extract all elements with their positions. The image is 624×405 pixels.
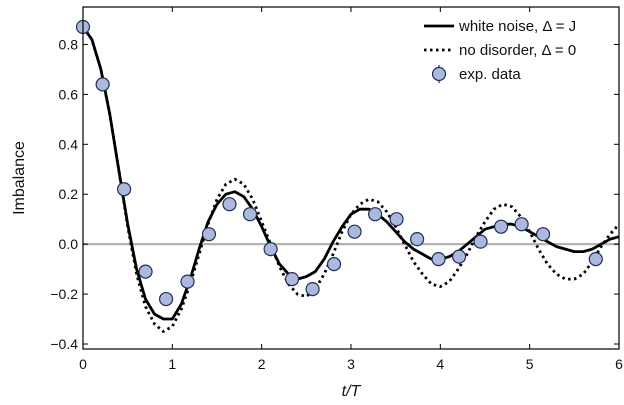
data-point [326,257,342,272]
data-point [284,272,300,287]
legend-swatch-marker [431,66,447,82]
data-point [201,227,217,242]
series-layer [83,26,619,333]
series-line-no-disorder [83,26,619,333]
legend-label: white noise, Δ = J [458,18,576,35]
data-point [116,182,132,197]
data-point [535,227,551,242]
data-point [493,219,509,234]
y-axis-label: Imbalance [11,141,28,215]
y-tick-label: 0.8 [59,36,79,52]
x-tick-label: 5 [526,356,534,372]
x-tick-label: 4 [436,356,444,372]
x-tick-label: 6 [615,356,623,372]
x-tick-label: 1 [168,356,176,372]
data-point [138,264,153,279]
data-point [180,274,195,289]
tick-layer: 0 1 2 3 4 5 6 −0.4 −0.2 0.0 0.2 0.4 0.6 0.8 [50,7,623,372]
y-tick-label: −0.4 [50,336,78,352]
y-tick-label: 0.0 [59,236,79,252]
legend-label: no disorder, Δ = 0 [459,42,576,59]
data-point [514,217,529,232]
data-point [347,224,362,239]
x-tick-label: 2 [258,356,266,372]
x-tick-label: 0 [79,356,87,372]
data-point [242,207,258,222]
data-point [410,232,425,247]
data-point [588,252,603,267]
data-point [451,249,467,264]
data-point [158,291,174,307]
data-point [263,242,278,257]
data-point [473,234,488,249]
y-tick-label: −0.2 [50,286,78,302]
series-line-white-noise [83,26,619,321]
marker-layer [75,19,603,307]
data-point [222,197,237,212]
data-point [305,281,320,297]
y-tick-label: 0.6 [59,86,79,102]
legend-label: exp. data [459,66,521,83]
data-point [368,207,383,222]
legend: white noise, Δ = J no disorder, Δ = 0 exp.… [424,18,576,83]
y-tick-label: 0.2 [59,186,79,202]
x-tick-label: 3 [347,356,355,372]
data-point [95,77,110,92]
x-axis-label: t/T [342,383,362,400]
data-point [431,252,446,267]
y-tick-label: 0.4 [59,136,79,152]
data-point [389,212,404,227]
